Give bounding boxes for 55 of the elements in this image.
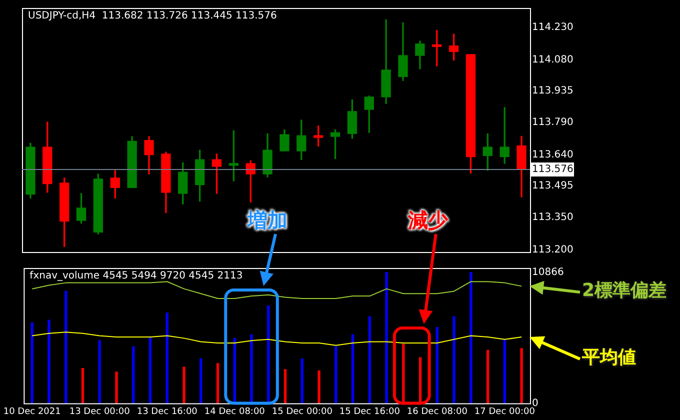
bar [166, 312, 168, 404]
bar [182, 366, 186, 404]
x-tick-label: 13 Dec 16:00 [136, 406, 198, 417]
chart-title: USDJPY-cd,H4 113.682 113.726 113.445 113.576 [28, 10, 277, 22]
bar [402, 344, 405, 404]
y-tick-label: 113.495 [532, 180, 574, 192]
x-tick-label: 16 Dec 08:00 [406, 406, 468, 417]
bar [64, 290, 68, 404]
x-tick-label: 10 Dec 2021 [3, 406, 61, 417]
legend-label: 2標準偏差 [582, 280, 667, 302]
bar [300, 358, 304, 404]
bar [385, 272, 388, 404]
bar [48, 320, 50, 404]
y-tick-label: 113.640 [532, 149, 574, 160]
bar [200, 358, 202, 404]
bar [250, 334, 253, 404]
y-tick-label: 113.200 [532, 244, 574, 256]
x-tick-label: 13 Dec 00:00 [69, 406, 130, 417]
y-tick-label: 114.080 [532, 54, 574, 66]
bar [334, 346, 338, 404]
bar [436, 327, 439, 404]
legend-label: 平均値 [582, 347, 636, 368]
ref-line-label: 113.576 [532, 164, 574, 176]
x-tick-label: 17 Dec 00:00 [474, 406, 536, 417]
bar [486, 350, 490, 404]
bar [284, 369, 287, 404]
y-tick-label: 114.230 [532, 22, 574, 34]
bar [351, 334, 354, 404]
bar [98, 340, 101, 404]
bar [148, 336, 152, 404]
y-tick-label: 113.350 [532, 212, 574, 224]
bar [30, 322, 34, 404]
x-tick-label: 15 Dec 00:00 [272, 406, 333, 417]
bar [452, 316, 456, 404]
bar [318, 370, 320, 404]
x-tick-label: 15 Dec 16:00 [339, 406, 400, 417]
bar [233, 338, 236, 404]
annotation: 増加 [248, 208, 288, 232]
y-tick-label: 0 [532, 398, 538, 409]
bar [368, 316, 371, 404]
chart-title: fxnav_volume 4545 5494 9720 4545 2113 [30, 270, 243, 282]
bar [503, 339, 506, 404]
bar [418, 357, 422, 404]
y-tick-label: 10866 [532, 266, 564, 278]
bar [132, 346, 135, 404]
x-tick-label: 14 Dec 08:00 [204, 406, 266, 417]
bar [115, 372, 118, 404]
bar [267, 305, 270, 404]
bar [81, 368, 84, 404]
y-tick-label: 113.935 [532, 86, 574, 97]
y-tick-label: 113.790 [532, 117, 574, 128]
bar [216, 363, 220, 404]
bar [520, 348, 523, 404]
bar [470, 272, 472, 404]
annotation: 減少 [408, 208, 448, 232]
